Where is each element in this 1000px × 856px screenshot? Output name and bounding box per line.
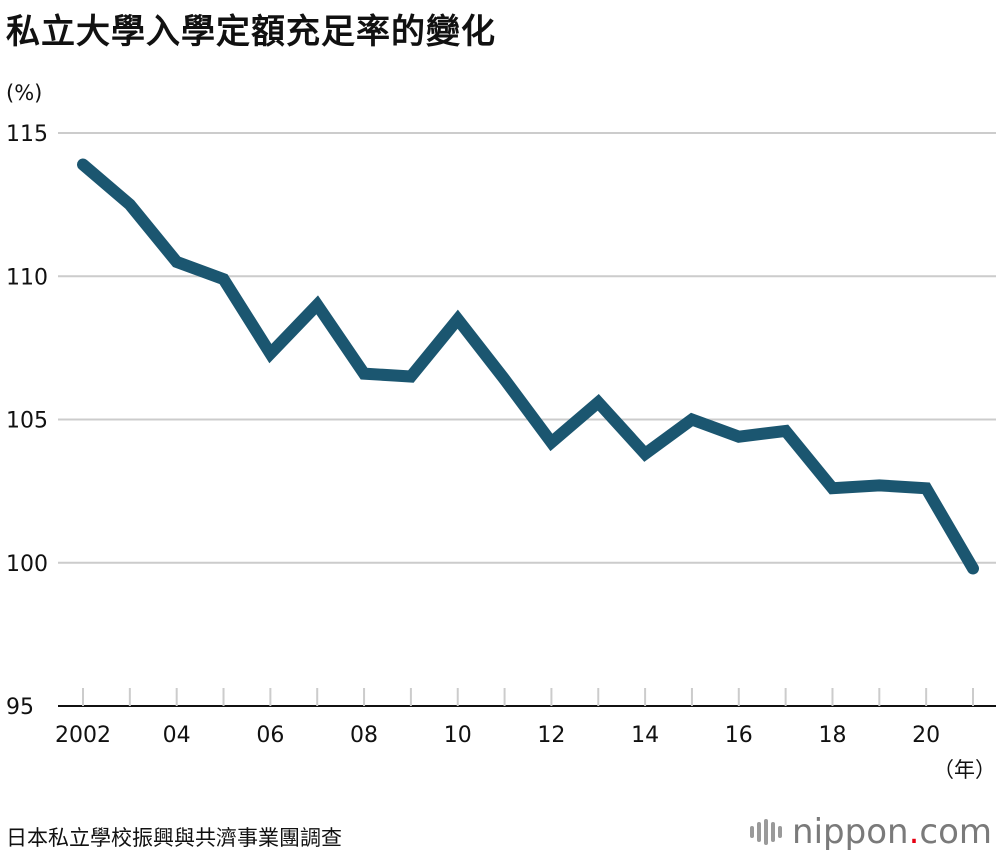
logo-mark-icon xyxy=(750,819,783,845)
x-tick-label: 12 xyxy=(537,723,565,748)
gridlines xyxy=(58,132,996,564)
logo-suffix: com xyxy=(919,812,992,852)
y-axis-unit-label: (%) xyxy=(6,81,42,105)
y-tick-label: 115 xyxy=(6,122,48,147)
y-tick-label: 110 xyxy=(6,265,48,290)
x-axis-unit-label: （年） xyxy=(933,758,996,782)
x-tick-label: 10 xyxy=(444,723,472,748)
x-tick-label: 20 xyxy=(912,723,940,748)
x-tick-label: 18 xyxy=(818,723,846,748)
logo-name: nippon xyxy=(792,812,909,852)
series-layer xyxy=(77,158,979,575)
y-tick-label: 105 xyxy=(6,409,48,434)
y-axis-ticks: 95 100 105 110 115 xyxy=(6,122,48,720)
x-tick-label: 16 xyxy=(725,723,753,748)
x-tick-label: 06 xyxy=(256,723,284,748)
x-tick-label: 2002 xyxy=(55,723,111,748)
x-axis: 2002 04 06 08 10 12 14 16 18 20 xyxy=(55,688,996,748)
y-tick-label: 95 xyxy=(6,695,34,720)
series-line-0 xyxy=(77,158,979,575)
x-tick-label: 04 xyxy=(163,723,191,748)
x-tick-label: 08 xyxy=(350,723,378,748)
chart-title: 私立大學入學定額充足率的變化 xyxy=(6,12,496,52)
source-note: 日本私立學校振興與共濟事業團調查 xyxy=(6,826,342,850)
logo-dot: . xyxy=(908,812,920,852)
nippon-logo: nippon. com xyxy=(750,812,992,852)
x-tick-label: 14 xyxy=(631,723,659,748)
y-tick-label: 100 xyxy=(6,552,48,577)
